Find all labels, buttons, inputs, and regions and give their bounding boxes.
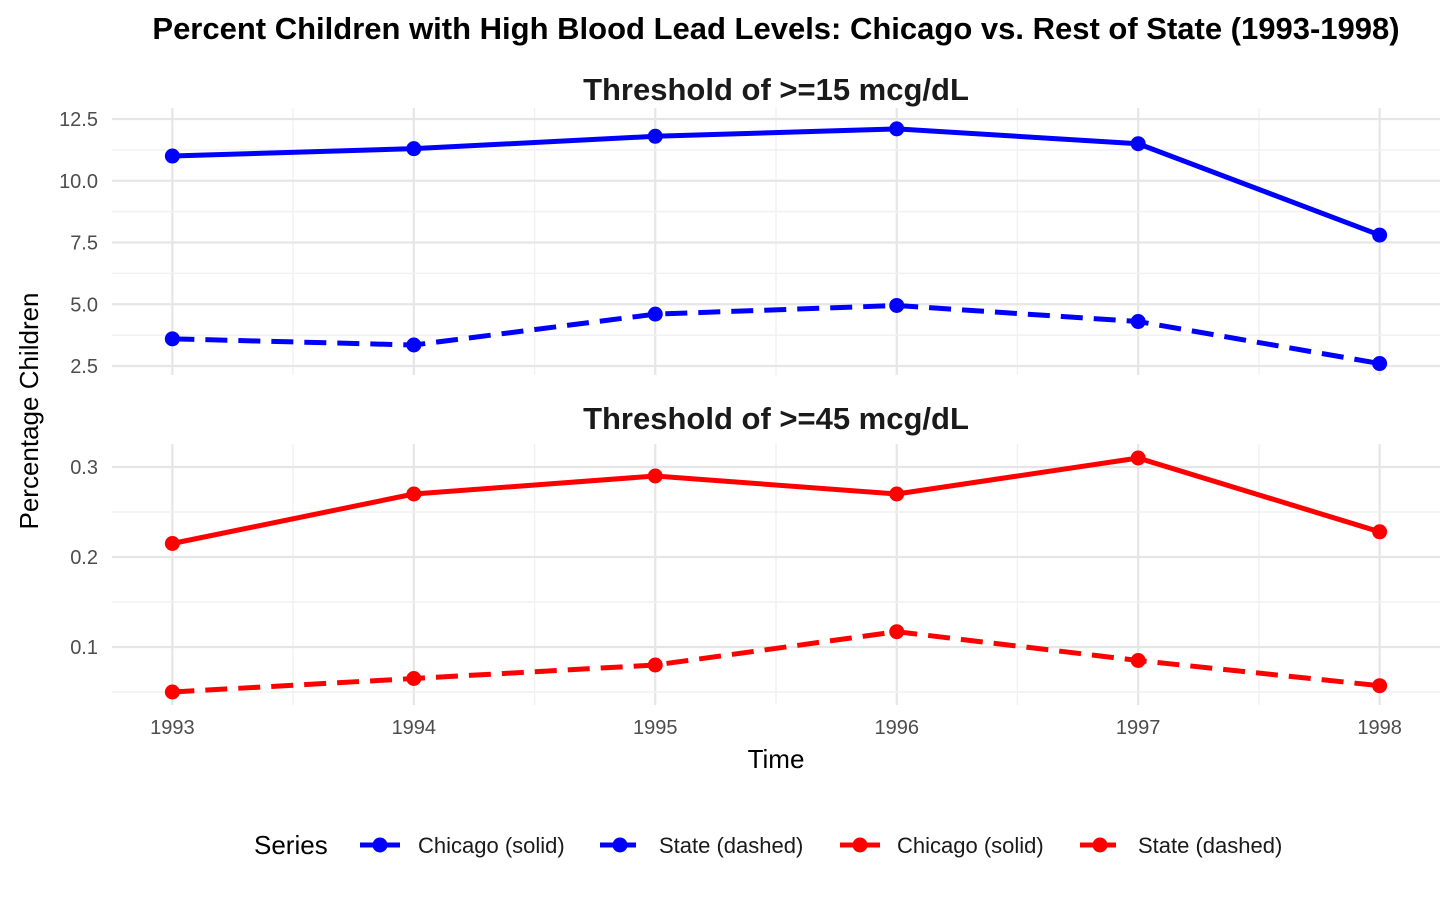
data-point bbox=[647, 128, 663, 144]
data-point bbox=[1130, 653, 1146, 668]
panel-title: Threshold of >=15 mcg/dL bbox=[583, 72, 969, 107]
legend-label: Chicago (solid) bbox=[418, 833, 565, 858]
x-tick-label: 1996 bbox=[874, 717, 919, 739]
chart-title: Percent Children with High Blood Lead Le… bbox=[152, 11, 1399, 46]
y-axis-title: Percentage Children bbox=[14, 292, 44, 529]
data-point bbox=[1130, 136, 1146, 152]
data-point bbox=[889, 297, 905, 313]
data-point bbox=[889, 624, 905, 640]
x-tick-label: 1995 bbox=[633, 717, 678, 739]
data-point bbox=[406, 141, 422, 157]
y-tick-label: 0.3 bbox=[70, 457, 98, 479]
legend: Series Chicago (solid) State (dashed) Chic… bbox=[254, 830, 1282, 860]
data-point bbox=[647, 468, 663, 484]
legend-key-point bbox=[852, 837, 868, 853]
data-point bbox=[1130, 314, 1146, 330]
legend-title: Series bbox=[254, 830, 328, 860]
data-point bbox=[889, 486, 905, 502]
data-point bbox=[1372, 356, 1388, 372]
series-line-chicago bbox=[172, 126, 1381, 238]
y-tick-label: 7.5 bbox=[70, 233, 98, 255]
data-point bbox=[406, 671, 422, 686]
x-tick-label: 1994 bbox=[392, 717, 437, 739]
y-tick-label: 10.0 bbox=[59, 171, 98, 193]
legend-key-point bbox=[1092, 837, 1108, 853]
data-point bbox=[164, 536, 180, 551]
x-axis-title: Time bbox=[748, 744, 805, 774]
data-point bbox=[1372, 678, 1388, 694]
legend-label: State (dashed) bbox=[1138, 833, 1282, 858]
data-point bbox=[164, 148, 180, 164]
y-tick-label: 5.0 bbox=[70, 294, 98, 316]
series-line-chicago bbox=[171, 455, 1381, 546]
data-point bbox=[406, 337, 422, 353]
legend-label: Chicago (solid) bbox=[897, 833, 1044, 858]
x-tick-label: 1993 bbox=[150, 717, 195, 739]
y-tick-label: 2.5 bbox=[70, 356, 98, 378]
data-point bbox=[1130, 450, 1146, 466]
series-line-state bbox=[172, 629, 1380, 695]
panel-threshold-45: Threshold of >=45 mcg/dL 0.1 0.2 0.3 bbox=[70, 401, 1440, 705]
data-point bbox=[647, 306, 663, 322]
data-point bbox=[647, 657, 663, 673]
x-tick-label: 1997 bbox=[1116, 717, 1161, 739]
data-point bbox=[164, 331, 180, 347]
y-tick-label: 12.5 bbox=[59, 109, 98, 131]
x-tick-label: 1998 bbox=[1357, 717, 1402, 739]
data-point bbox=[406, 486, 422, 502]
legend-key-point bbox=[612, 837, 628, 853]
y-tick-label: 0.1 bbox=[70, 637, 98, 659]
y-tick-label: 0.2 bbox=[70, 547, 98, 569]
data-point bbox=[1372, 227, 1388, 243]
series-line-state bbox=[172, 302, 1381, 366]
data-point bbox=[889, 121, 905, 137]
data-point bbox=[164, 684, 180, 700]
legend-key-point bbox=[372, 837, 388, 853]
legend-label: State (dashed) bbox=[659, 833, 803, 858]
panel-title: Threshold of >=45 mcg/dL bbox=[583, 401, 969, 436]
data-point bbox=[1372, 524, 1388, 540]
panel-threshold-15: Threshold of >=15 mcg/dL 2.5 5.0 7.5 10.0 12.… bbox=[59, 72, 1440, 378]
